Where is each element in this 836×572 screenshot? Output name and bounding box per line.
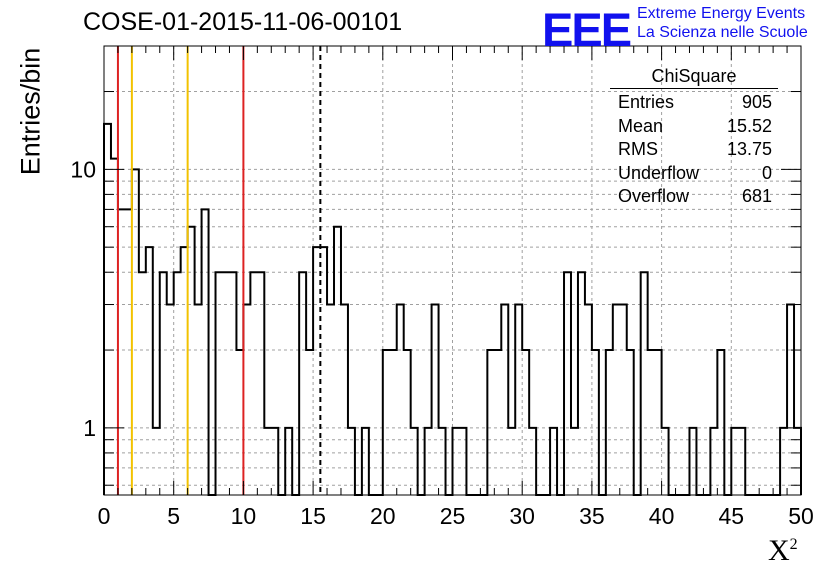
x-tick-label: 5: [167, 503, 180, 529]
chart-title: COSE-01-2015-11-06-00101: [83, 8, 403, 36]
eee-logo: EEE: [542, 3, 632, 56]
y-axis-label: Entries/bin: [15, 47, 46, 176]
stats-label: Overflow: [618, 186, 690, 206]
stats-row-overflow: Overflow 681: [610, 185, 778, 209]
x-tick-label: 15: [300, 503, 326, 529]
stats-value: 15.52: [726, 115, 772, 136]
x-tick-label: 10: [231, 503, 257, 529]
stats-row-mean: Mean 15.52: [610, 115, 778, 139]
x-axis-label-text: X: [768, 534, 790, 567]
x-axis-label: X2: [768, 534, 798, 568]
y-tick-label: 1: [83, 415, 96, 441]
stats-label: RMS: [618, 139, 658, 159]
stats-row-rms: RMS 13.75: [610, 138, 778, 162]
x-tick-label: 0: [98, 503, 111, 529]
logo-line-1: Extreme Energy Events: [637, 5, 806, 22]
stats-value: 905: [741, 92, 772, 112]
x-tick-label: 45: [719, 503, 745, 529]
stats-divider: [610, 88, 778, 89]
stats-value: 681: [741, 186, 772, 206]
x-tick-label: 20: [370, 503, 396, 529]
y-tick-label: 10: [70, 156, 96, 182]
x-tick-label: 50: [788, 503, 814, 529]
stats-box: ChiSquare Entries 905 Mean 15.52 RMS 13.75 …: [610, 66, 778, 209]
stats-label: Mean: [618, 115, 664, 136]
stats-label: Entries: [618, 92, 675, 112]
x-tick-label: 35: [579, 503, 605, 529]
stats-row-entries: Entries 905: [610, 91, 778, 115]
stats-row-underflow: Underflow 0: [610, 162, 778, 186]
x-tick-label: 30: [509, 503, 535, 529]
stats-value: 13.75: [726, 139, 772, 159]
stats-value: 0: [761, 162, 772, 183]
stats-title: ChiSquare: [651, 66, 737, 86]
x-axis-label-sup: 2: [789, 536, 798, 553]
x-tick-label: 25: [440, 503, 466, 529]
x-tick-label: 40: [649, 503, 675, 529]
logo-line-2: La Scienza nelle Scuole: [637, 24, 808, 41]
stats-label: Underflow: [618, 162, 700, 183]
